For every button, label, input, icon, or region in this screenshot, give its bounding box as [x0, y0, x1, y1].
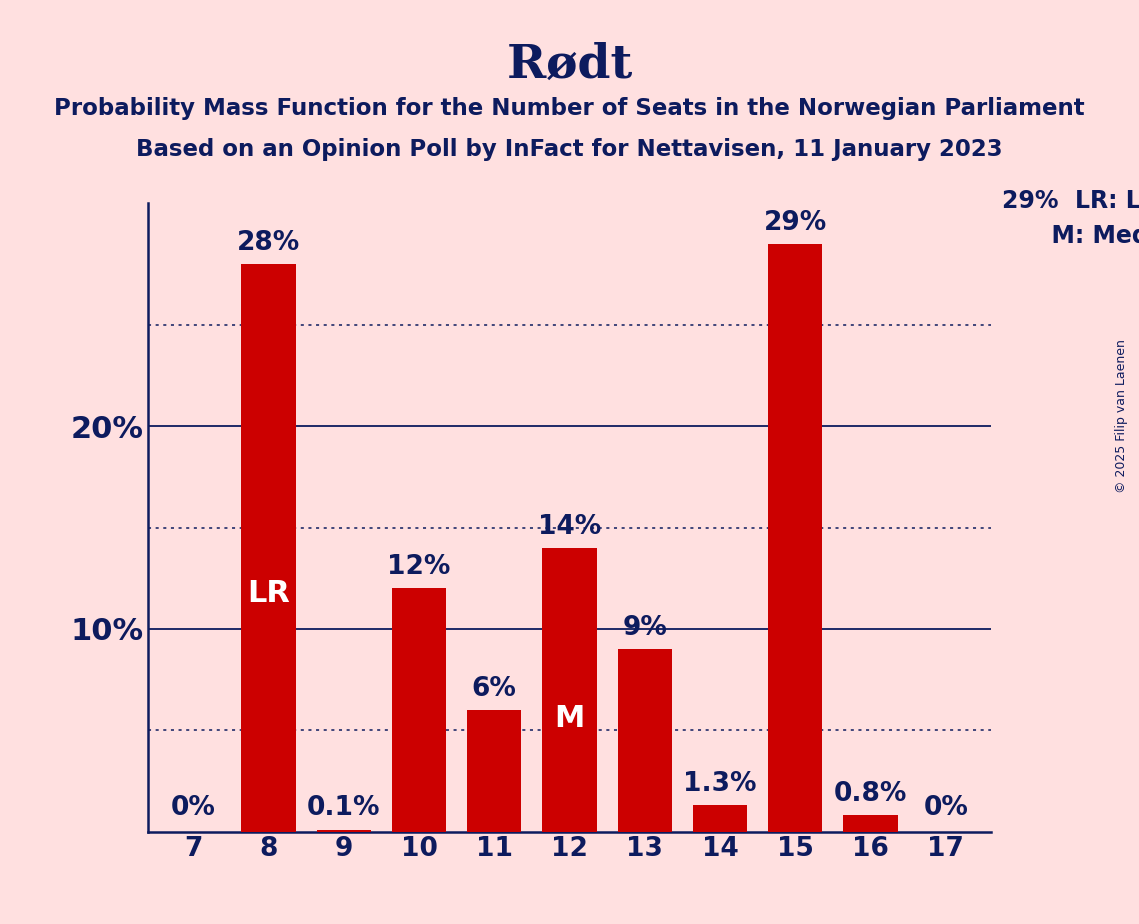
- Text: 0.8%: 0.8%: [834, 782, 907, 808]
- Text: 6%: 6%: [472, 675, 517, 702]
- Text: M: M: [555, 703, 584, 733]
- Bar: [542, 548, 597, 832]
- Bar: [617, 650, 672, 832]
- Bar: [392, 589, 446, 832]
- Text: 29%: 29%: [763, 210, 827, 236]
- Text: Rødt: Rødt: [507, 42, 632, 88]
- Text: M: Median: M: Median: [1002, 224, 1139, 248]
- Text: 14%: 14%: [538, 514, 601, 540]
- Text: Based on an Opinion Poll by InFact for Nettavisen, 11 January 2023: Based on an Opinion Poll by InFact for N…: [137, 138, 1002, 161]
- Text: Probability Mass Function for the Number of Seats in the Norwegian Parliament: Probability Mass Function for the Number…: [55, 97, 1084, 120]
- Bar: [843, 815, 898, 832]
- Text: © 2025 Filip van Laenen: © 2025 Filip van Laenen: [1115, 339, 1129, 492]
- Bar: [768, 244, 822, 832]
- Text: 28%: 28%: [237, 230, 300, 256]
- Text: 9%: 9%: [622, 615, 667, 641]
- Bar: [317, 830, 371, 832]
- Text: 0.1%: 0.1%: [308, 796, 380, 821]
- Text: 12%: 12%: [387, 554, 451, 580]
- Text: 0%: 0%: [171, 796, 215, 821]
- Text: 1.3%: 1.3%: [683, 772, 756, 797]
- Text: LR: LR: [247, 578, 290, 608]
- Bar: [241, 264, 296, 832]
- Bar: [693, 805, 747, 832]
- Text: 0%: 0%: [924, 796, 968, 821]
- Text: 29%  LR: Last Result: 29% LR: Last Result: [1002, 189, 1139, 213]
- Bar: [467, 710, 522, 832]
